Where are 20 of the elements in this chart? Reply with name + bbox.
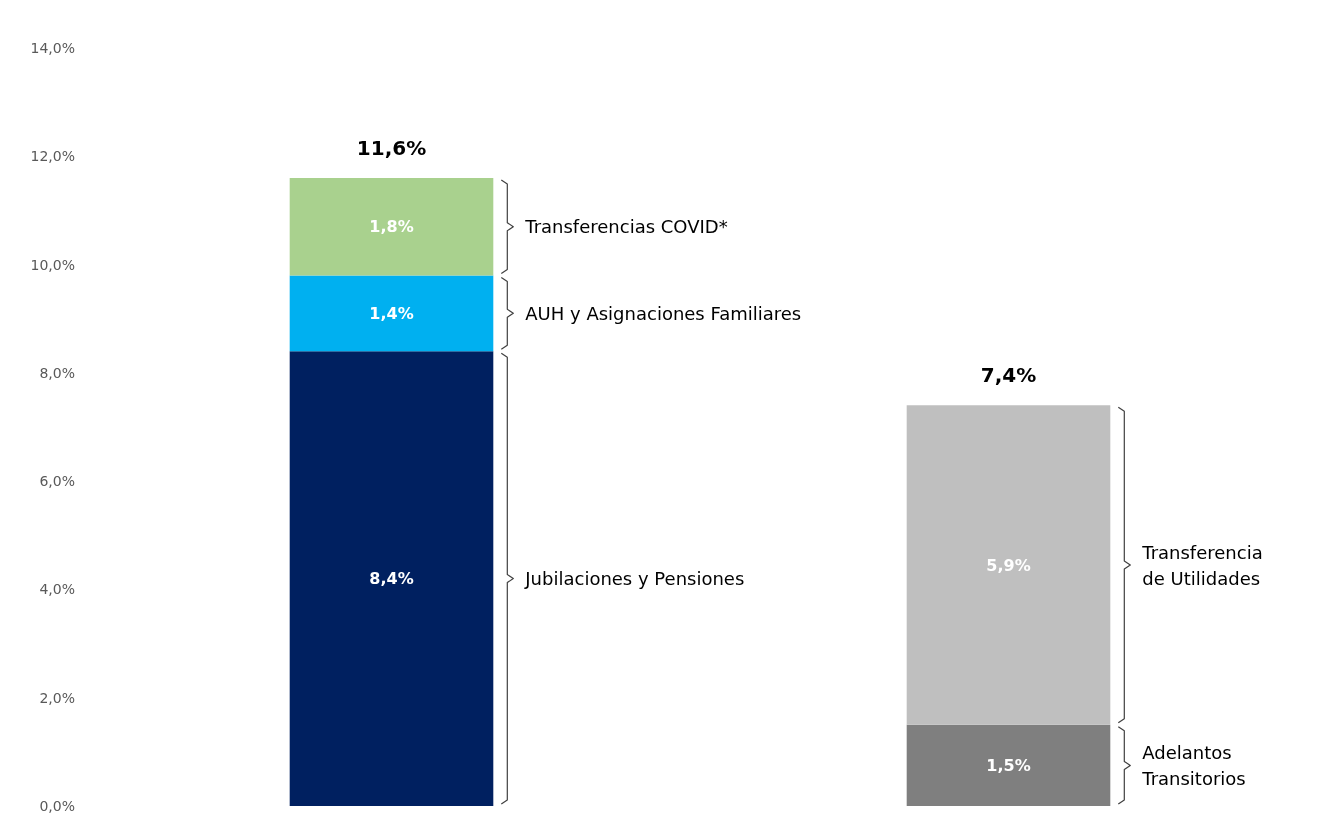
y-tick-label: 6,0% [39,473,75,490]
data-label: 1,4% [369,303,414,323]
total-label: 11,6% [356,135,427,160]
y-tick-label: 14,0% [30,40,75,56]
series-label: Transferencias COVID* [524,216,728,238]
data-label: 1,8% [369,217,414,237]
data-label: 5,9% [986,555,1031,575]
series-label: AUH y Asignaciones Familiares [525,302,802,324]
y-tick-label: 8,0% [39,364,75,381]
y-tick-label: 4,0% [39,581,75,598]
y-tick-label: 2,0% [39,689,75,706]
y-tick-label: 0,0% [39,798,75,814]
data-label: 8,4% [369,569,414,589]
total-label: 7,4% [980,363,1037,388]
y-tick-label: 12,0% [30,148,75,165]
y-tick-label: 10,0% [30,256,75,273]
series-label: Adelantos Transitorios [1141,741,1246,789]
data-label: 1,5% [986,755,1031,775]
series-label: Transferencia de Utilidades [1141,541,1269,589]
series-label: Jubilaciones y Pensiones [524,568,745,590]
